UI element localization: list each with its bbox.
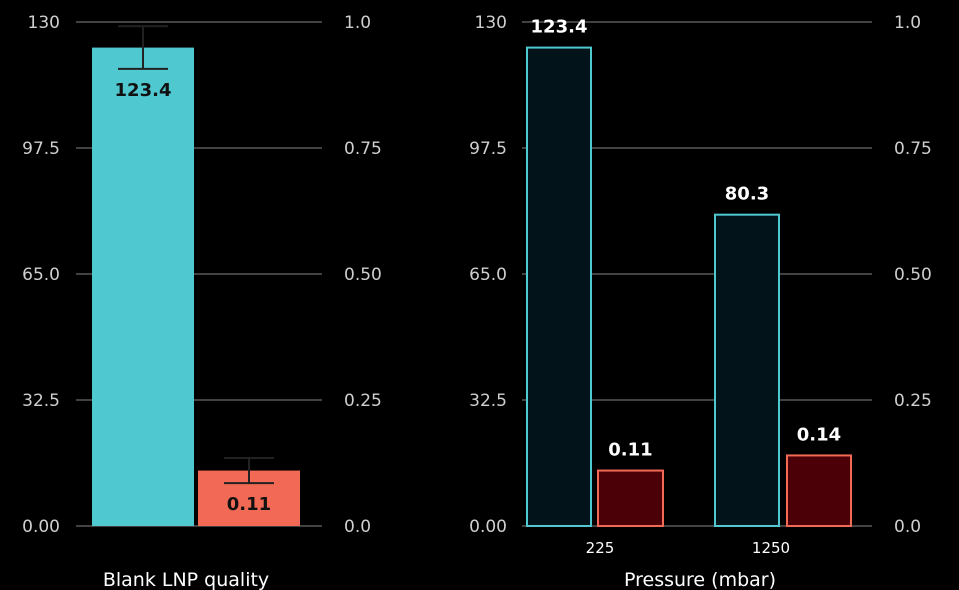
y-left-tick-label: 65.0 bbox=[22, 265, 60, 285]
bar bbox=[92, 47, 194, 526]
y-left-tick-label: 0.00 bbox=[469, 517, 507, 537]
y-left-tick-label: 65.0 bbox=[469, 265, 507, 285]
chart-panel-quality: 0.00 0.0 32.5 0.25 65.0 0.50 97.5 0.75 130 1.0 123… bbox=[22, 13, 382, 590]
y-left-tick-label: 32.5 bbox=[469, 391, 507, 411]
y-left-tick-label: 97.5 bbox=[22, 139, 60, 159]
bar bbox=[597, 469, 664, 527]
y-right-tick-label: 0.75 bbox=[894, 139, 932, 159]
y-right-tick-label: 0.0 bbox=[344, 517, 371, 537]
y-right-tick-label: 1.0 bbox=[894, 13, 921, 33]
data-label: 0.11 bbox=[608, 440, 652, 461]
y-left-tick-label: 130 bbox=[475, 13, 507, 33]
x-axis-label: Pressure (mbar) bbox=[624, 569, 776, 590]
bar bbox=[786, 454, 852, 527]
x-axis-label: Blank LNP quality bbox=[103, 569, 269, 590]
x-tick-label: 1250 bbox=[752, 539, 790, 557]
bar bbox=[714, 213, 780, 527]
bar bbox=[526, 46, 592, 527]
data-label: 123.4 bbox=[531, 17, 588, 38]
y-right-tick-label: 0.0 bbox=[894, 517, 921, 537]
data-label: 0.11 bbox=[227, 494, 271, 515]
y-left-tick-label: 0.00 bbox=[22, 517, 60, 537]
data-label: 123.4 bbox=[115, 80, 172, 101]
y-right-tick-label: 0.50 bbox=[344, 265, 382, 285]
data-label: 0.14 bbox=[797, 424, 841, 445]
y-right-tick-label: 0.50 bbox=[894, 265, 932, 285]
chart-panel-pressure: 0.00 0.0 32.5 0.25 65.0 0.50 97.5 0.75 130 1.0 123… bbox=[469, 13, 932, 590]
y-left-tick-label: 97.5 bbox=[469, 139, 507, 159]
y-right-tick-label: 0.25 bbox=[344, 391, 382, 411]
x-tick-label: 225 bbox=[586, 539, 615, 557]
data-label: 80.3 bbox=[725, 184, 769, 205]
y-left-tick-label: 32.5 bbox=[22, 391, 60, 411]
y-right-tick-label: 0.25 bbox=[894, 391, 932, 411]
y-left-tick-label: 130 bbox=[28, 13, 60, 33]
y-right-tick-label: 0.75 bbox=[344, 139, 382, 159]
y-right-tick-label: 1.0 bbox=[344, 13, 371, 33]
